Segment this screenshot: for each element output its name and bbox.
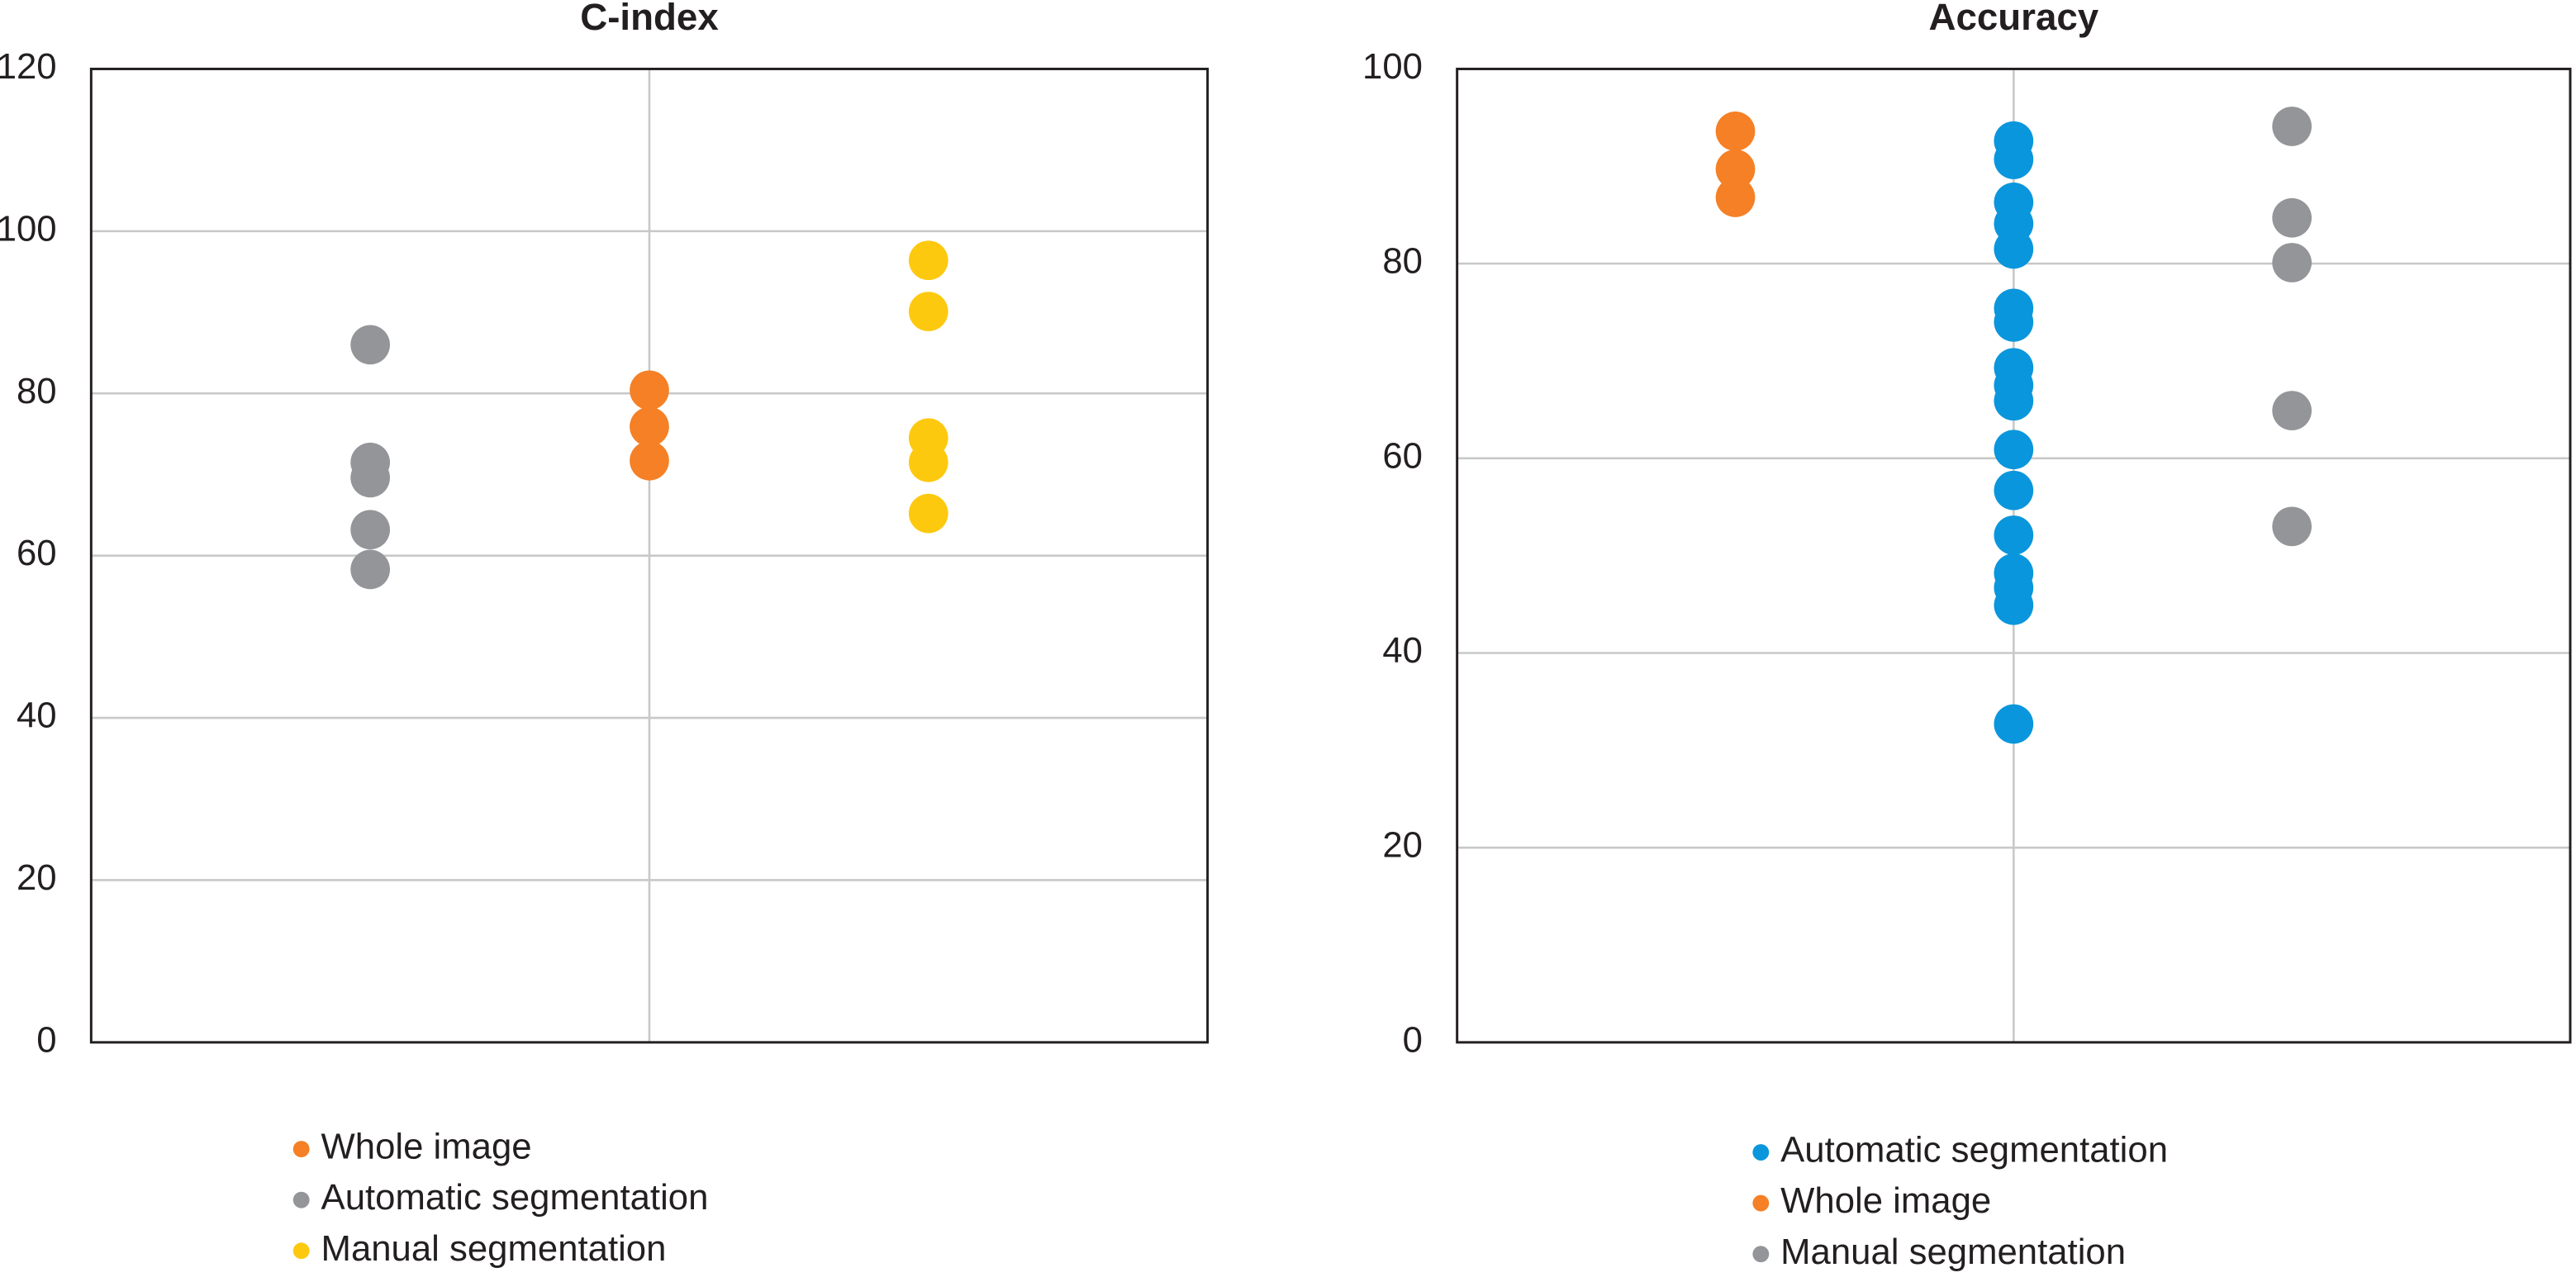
data-point	[1994, 302, 2034, 342]
legend-label: Automatic segmentation	[321, 1177, 709, 1218]
data-point	[2272, 391, 2312, 430]
y-tick-label: 80	[17, 371, 57, 411]
legend-label: Manual segmentation	[1780, 1232, 2126, 1272]
data-point	[350, 458, 391, 498]
legend-marker	[1752, 1246, 1770, 1263]
data-point	[1715, 112, 1756, 151]
legend-label: Manual segmentation	[321, 1228, 667, 1269]
y-tick-label: 60	[1382, 435, 1423, 476]
legend-marker	[292, 1191, 310, 1208]
data-point	[1994, 585, 2034, 625]
y-tick-label: 40	[17, 696, 57, 736]
y-tick-label: 40	[1382, 630, 1423, 671]
data-point	[350, 325, 391, 365]
plot-frame	[89, 67, 1210, 1044]
legend-label: Whole image	[321, 1127, 532, 1167]
data-point	[1994, 229, 2034, 269]
data-point	[2272, 506, 2312, 547]
y-tick-label: 0	[36, 1019, 56, 1060]
data-point	[908, 442, 948, 482]
chart-panel: C-index 0 20 40 60 80 100 120 Whole image Automat…	[0, 0, 1210, 1269]
data-point	[1994, 704, 2034, 744]
chart-panel: Accuracy 0 20 40 60 80 100 Automatic segmentati…	[1362, 0, 2572, 1272]
y-tick-label: 120	[0, 46, 57, 87]
chart-title: C-index	[580, 0, 719, 38]
data-point	[2272, 243, 2312, 283]
data-point	[350, 549, 391, 590]
legend-label: Automatic segmentation	[1780, 1130, 2168, 1170]
legend-marker	[1752, 1194, 1770, 1212]
data-point	[908, 493, 948, 534]
chart-title: Accuracy	[1928, 0, 2098, 38]
data-point	[2272, 107, 2312, 146]
y-tick-label: 60	[17, 533, 57, 573]
data-point	[1994, 515, 2034, 555]
data-point	[1994, 140, 2034, 179]
data-point	[1994, 470, 2034, 510]
y-tick-label: 80	[1382, 241, 1423, 282]
data-point	[630, 406, 669, 447]
legend-marker	[292, 1242, 310, 1260]
legend-marker	[292, 1141, 310, 1157]
y-tick-label: 100	[1362, 46, 1423, 87]
data-point	[350, 510, 391, 550]
y-tick-label: 0	[1403, 1019, 1423, 1060]
y-tick-label: 100	[0, 208, 57, 249]
data-point	[630, 440, 669, 481]
data-point	[1715, 149, 1756, 189]
data-point	[630, 370, 669, 411]
data-point	[2272, 197, 2312, 238]
y-tick-label: 20	[17, 857, 57, 898]
data-point	[1715, 178, 1756, 217]
data-point	[908, 240, 948, 281]
legend-marker	[1752, 1144, 1770, 1161]
data-point	[1994, 381, 2034, 421]
y-tick-label: 20	[1382, 825, 1423, 866]
legend-label: Whole image	[1780, 1180, 1991, 1221]
data-point	[1994, 430, 2034, 470]
data-point	[908, 292, 948, 331]
plot-frame	[1456, 67, 2572, 1044]
